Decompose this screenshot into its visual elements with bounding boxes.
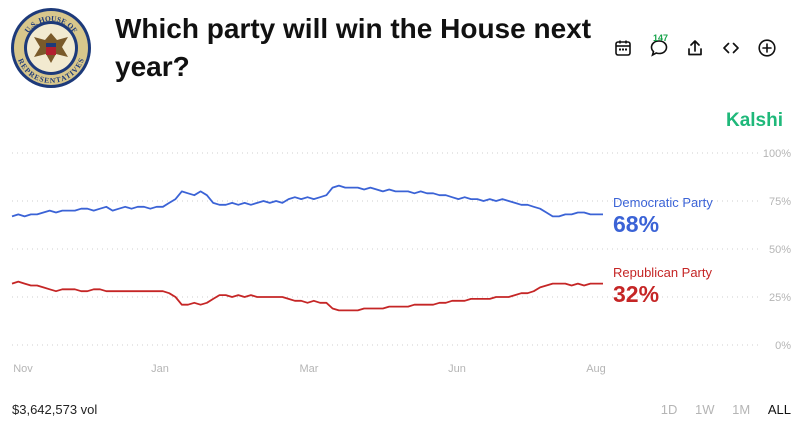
chart-grid [12,152,760,346]
x-tick-label: Aug [586,363,606,375]
comments-button[interactable] [646,34,672,62]
range-all-button[interactable]: ALL [767,402,791,417]
comment-icon [650,40,668,57]
range-1d-button[interactable]: 1D [660,402,678,417]
chart-series [11,184,603,312]
share-button[interactable] [682,34,708,62]
republican-series-line [11,280,603,312]
x-tick-label: Jan [151,363,169,375]
range-1m-button[interactable]: 1M [732,402,751,417]
democratic-series-label: Democratic Party [613,195,713,210]
calendar-icon [615,40,631,56]
embed-button[interactable] [718,34,744,62]
house-seal-logo: U.S. HOUSE OF REPRESENTATIVES [11,8,91,88]
y-tick-label: 25% [769,292,791,304]
range-1w-button[interactable]: 1W [695,402,715,417]
x-tick-label: Jun [448,363,466,375]
republican-percent: 32% [613,281,660,307]
y-tick-label: 75% [769,196,791,208]
comments-count-badge: 147 [653,33,669,43]
kalshi-brand: Kalshi [725,110,783,131]
share-icon [688,40,702,56]
market-title: Which party will win the House next year… [115,13,592,82]
x-axis-ticks: Nov Jan Mar Jun Aug [13,363,606,375]
plus-circle-icon [758,39,776,57]
democratic-percent: 68% [613,211,660,237]
volume-text: $3,642,573 vol [12,402,98,417]
add-button[interactable] [754,34,780,62]
embed-icon [723,42,739,54]
y-axis-ticks: 100% 75% 50% 25% 0% [763,148,791,352]
x-tick-label: Mar [300,363,319,375]
time-range-selector: 1D 1W 1M ALL [647,402,791,417]
y-tick-label: 0% [775,340,791,352]
democratic-series-line [11,184,603,218]
republican-series-label: Republican Party [613,265,712,280]
probability-chart: 100% 75% 50% 25% 0% Nov Jan Mar Jun Aug [11,148,791,375]
calendar-button[interactable] [610,34,636,62]
y-tick-label: 50% [769,244,791,256]
x-tick-label: Nov [13,363,33,375]
y-tick-label: 100% [763,148,791,160]
